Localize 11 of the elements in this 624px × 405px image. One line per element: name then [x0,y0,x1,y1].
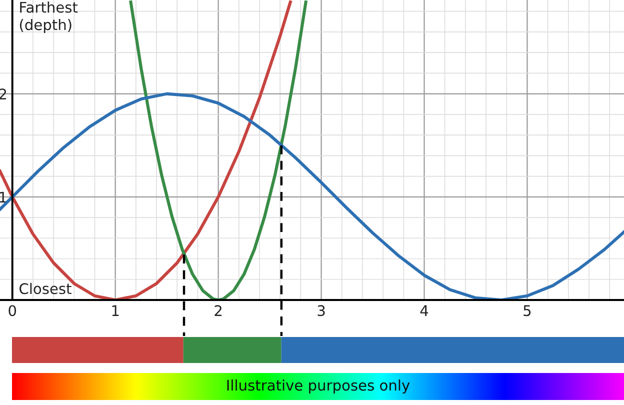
x-tick-label: 3 [318,305,325,316]
line-series [129,0,308,300]
x-tick-label: 5 [524,305,531,316]
text: Illustrative purposes only [227,379,410,394]
x-tick-label: 2 [214,305,222,316]
x-tick-label: 0 [8,305,16,316]
annotation: Farthest (depth) [20,2,78,34]
x-tick-label: 1 [112,305,119,316]
x-tick-label: 4 [420,305,428,316]
line-series [0,0,292,300]
annotation: Closest [20,282,72,294]
